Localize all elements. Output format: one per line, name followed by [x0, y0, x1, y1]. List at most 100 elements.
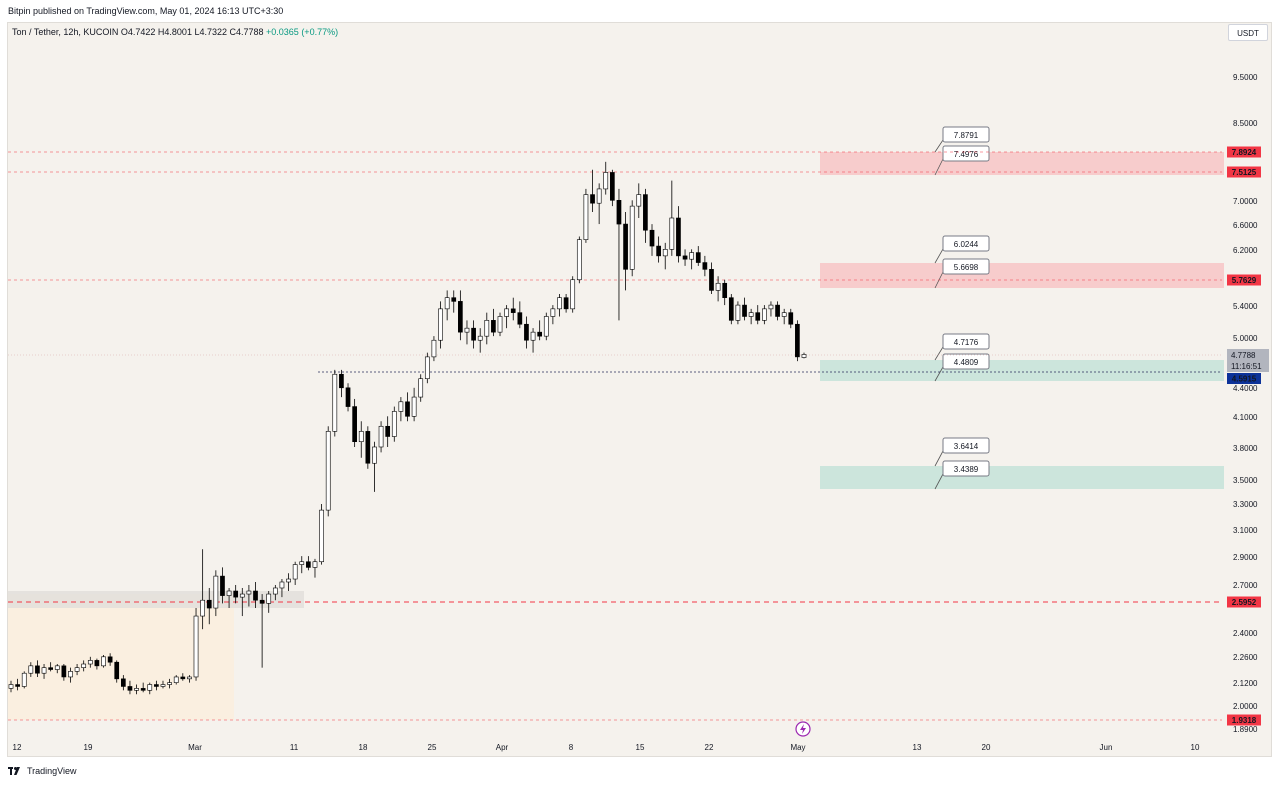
x-tick-label: 12 — [13, 743, 22, 752]
price-tag-demand-bg — [1227, 373, 1261, 384]
price-tag-supply-top-bg — [1227, 146, 1261, 158]
x-tick-label: 8 — [569, 743, 574, 752]
y-tick-label: 5.0000 — [1233, 334, 1258, 343]
candle-up — [41, 667, 47, 674]
zone-label-pointer — [934, 473, 944, 490]
price-tag-supply-2-bg — [1227, 274, 1261, 286]
candle-up — [358, 431, 364, 443]
candle-up — [629, 205, 635, 270]
candle-up — [636, 194, 642, 207]
candle-up — [557, 297, 562, 310]
candle-down — [451, 297, 457, 302]
y-tick-label: 3.3000 — [1233, 500, 1258, 509]
candle-up — [193, 615, 199, 678]
currency-button[interactable]: USDT — [1228, 24, 1268, 41]
candle-down — [616, 200, 622, 225]
candle-down — [649, 229, 655, 247]
candle-down — [306, 561, 311, 568]
candle-up — [54, 665, 60, 670]
candle-up — [239, 593, 245, 598]
candle-down — [610, 172, 615, 201]
candle-down — [656, 245, 661, 257]
candle-up — [187, 676, 192, 680]
zone-label-box — [942, 258, 990, 275]
candle-up — [391, 411, 397, 437]
tradingview-footer: TradingView — [8, 766, 77, 776]
zone-label-pointer — [934, 366, 944, 382]
candle-up — [438, 308, 443, 341]
candle-down — [140, 688, 146, 691]
candle-up — [147, 684, 153, 691]
candle-down — [458, 301, 463, 333]
y-tick-label: 2.0000 — [1233, 702, 1258, 711]
candle-down — [120, 678, 126, 687]
range-highlight-band — [8, 591, 304, 608]
zone-label-pointer — [934, 158, 944, 176]
tradingview-logo-icon — [8, 766, 20, 775]
y-tick-label: 5.4000 — [1233, 302, 1258, 311]
candle-down — [563, 297, 569, 310]
candle-up — [801, 354, 807, 358]
candle-down — [590, 194, 595, 204]
candle-down — [48, 667, 53, 670]
zone-supply-1 — [820, 152, 1224, 175]
candle-down — [253, 590, 258, 601]
price-tag-supply-2: 5.7629 — [1232, 276, 1257, 285]
zone-label-pointer — [934, 346, 944, 361]
last-price-value: 4.7788 — [1231, 351, 1256, 360]
candle-up — [603, 172, 609, 190]
candle-up — [444, 297, 450, 310]
candle-down — [742, 304, 747, 317]
zone-demand-4 — [820, 466, 1224, 489]
candle-up — [87, 660, 93, 665]
candle-up — [418, 378, 424, 398]
last-price-tag-bg — [1227, 349, 1269, 372]
zone-label-box — [942, 145, 990, 162]
tradingview-brand: TradingView — [27, 766, 77, 776]
candle-up — [74, 667, 80, 672]
last-price-countdown: 11:16:51 — [1231, 362, 1262, 371]
range-highlight — [8, 594, 234, 720]
x-tick-label: 25 — [428, 743, 437, 752]
candle-down — [345, 387, 351, 407]
candle-up — [748, 312, 754, 317]
candle-down — [728, 297, 734, 321]
lightning-icon — [800, 724, 806, 734]
price-tag-line-1-bg — [1227, 596, 1261, 608]
candle-down — [788, 312, 794, 325]
candle-up — [68, 671, 73, 678]
candle-up — [200, 599, 205, 617]
candle-up — [8, 684, 14, 689]
x-tick-label: 22 — [705, 743, 714, 752]
candle-up — [319, 509, 324, 563]
candle-up — [167, 682, 172, 685]
candle-down — [259, 599, 265, 604]
candle-up — [398, 401, 404, 412]
candle-down — [35, 665, 40, 674]
candle-up — [246, 590, 252, 595]
y-tick-label: 6.6000 — [1233, 221, 1258, 230]
symbol-ohlc-text: Ton / Tether, 12h, KUCOIN O4.7422 H4.800… — [12, 27, 264, 37]
candle-up — [543, 316, 549, 337]
zone-label-box — [942, 353, 990, 370]
y-tick-label: 7.0000 — [1233, 197, 1258, 206]
candle-up — [477, 335, 483, 341]
candle-down — [537, 331, 543, 337]
candle-up — [431, 339, 437, 358]
y-tick-label: 4.4000 — [1233, 384, 1258, 393]
candle-down — [623, 223, 628, 270]
y-tick-label: 3.8000 — [1233, 444, 1258, 453]
x-tick-label: May — [790, 743, 805, 752]
candle-up — [689, 252, 695, 260]
candle-down — [94, 660, 100, 667]
candle-up — [378, 425, 384, 448]
candle-up — [411, 396, 417, 417]
candle-down — [127, 686, 133, 691]
price-tag-supply-bottom: 7.5125 — [1232, 168, 1257, 177]
candle-down — [339, 373, 344, 389]
candle-up — [28, 665, 34, 674]
candle-down — [365, 431, 371, 464]
candle-down — [795, 323, 800, 358]
candle-down — [352, 406, 357, 443]
